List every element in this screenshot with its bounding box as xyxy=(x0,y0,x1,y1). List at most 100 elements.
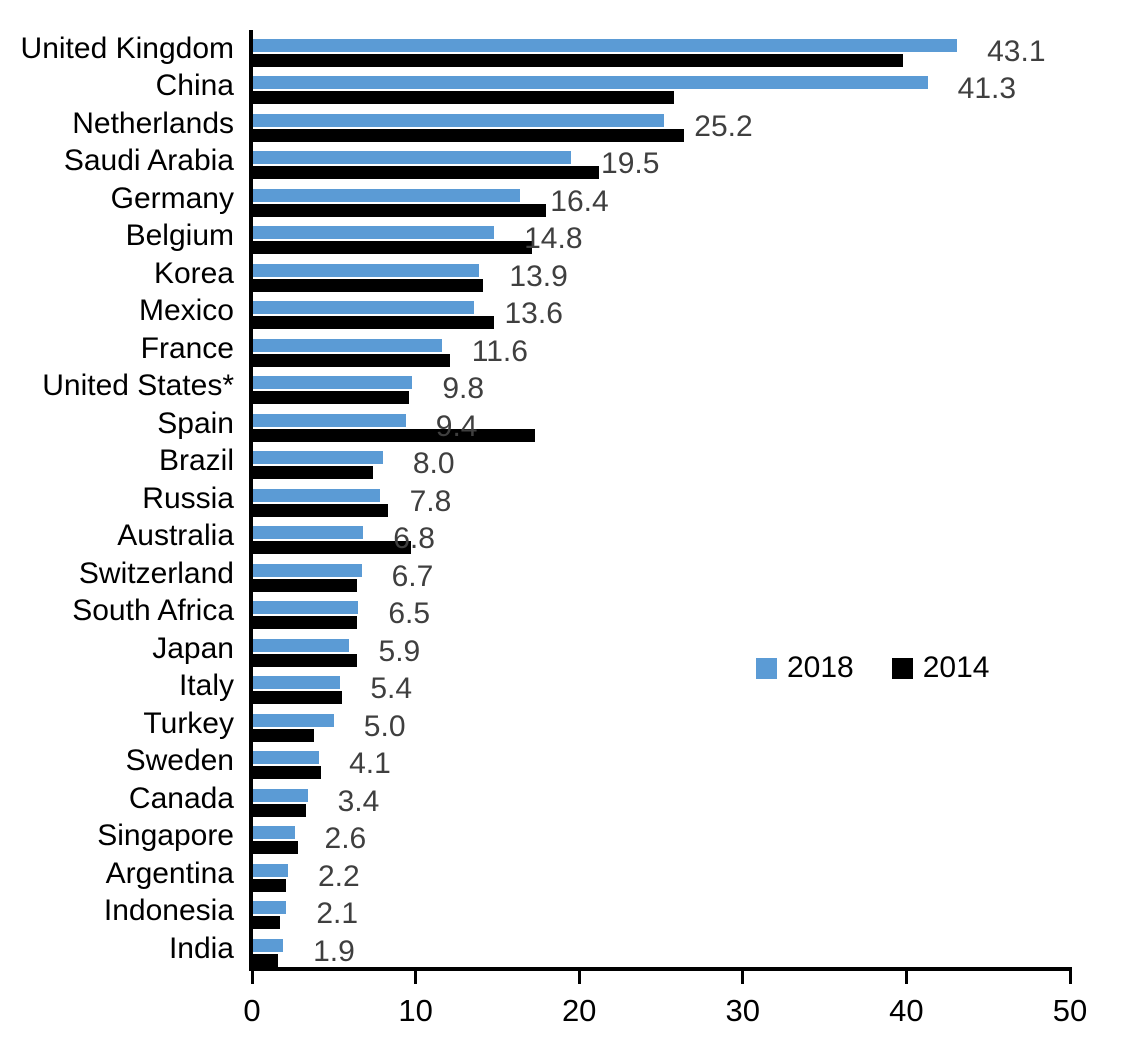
bar-2018-21 xyxy=(252,826,295,840)
bar-2018-2 xyxy=(252,113,665,127)
legend-item-2014: 2014 xyxy=(891,651,990,685)
data-label: 5.9 xyxy=(378,634,421,668)
x-tick-label: 20 xyxy=(561,993,597,1028)
bar-2014-19 xyxy=(252,766,321,780)
bar-2014-21 xyxy=(252,841,298,855)
category-label: India xyxy=(168,931,234,965)
legend: 2018 2014 xyxy=(756,651,990,685)
data-label: 13.9 xyxy=(509,259,568,293)
category-label: Saudi Arabia xyxy=(63,144,234,178)
data-label: 43.1 xyxy=(987,35,1046,68)
bar-2018-17 xyxy=(252,676,341,690)
bar-2014-0 xyxy=(252,54,904,67)
bar-2014-9 xyxy=(252,391,410,405)
bar-2014-12 xyxy=(252,503,388,517)
bar-2014-18 xyxy=(252,728,315,742)
bar-2014-6 xyxy=(252,278,483,292)
x-tick-label: 0 xyxy=(243,993,261,1028)
legend-label-2014: 2014 xyxy=(922,651,990,684)
data-label: 2.6 xyxy=(324,822,367,856)
category-label: Switzerland xyxy=(78,556,234,590)
bar-2014-11 xyxy=(252,466,374,480)
category-label: Canada xyxy=(128,781,234,815)
bar-2014-2 xyxy=(252,128,684,142)
data-label: 9.4 xyxy=(435,409,478,443)
bar-2014-16 xyxy=(252,653,357,667)
category-label: Brazil xyxy=(158,444,234,478)
bar-2018-19 xyxy=(252,751,320,765)
bar-2018-22 xyxy=(252,863,288,877)
legend-swatch-2014 xyxy=(891,657,913,679)
bar-2014-7 xyxy=(252,316,495,330)
x-tick-mark xyxy=(904,971,908,984)
bar-2018-15 xyxy=(252,601,359,615)
category-label: France xyxy=(140,331,234,365)
category-label: Indonesia xyxy=(103,894,234,928)
category-label: China xyxy=(155,69,234,103)
category-label: Netherlands xyxy=(72,106,234,140)
bar-2014-20 xyxy=(252,803,306,817)
data-label: 6.7 xyxy=(391,559,434,593)
bar-2014-4 xyxy=(252,203,547,217)
category-label: Korea xyxy=(153,256,234,290)
bar-2014-10 xyxy=(252,428,536,442)
x-tick-label: 40 xyxy=(889,993,924,1028)
data-label: 9.8 xyxy=(442,372,485,406)
bar-2018-16 xyxy=(252,638,349,652)
x-tick-label: 10 xyxy=(398,993,433,1028)
bar-2014-17 xyxy=(252,691,342,705)
data-label: 2.2 xyxy=(317,859,360,893)
bar-2018-14 xyxy=(252,563,362,577)
bar-2018-5 xyxy=(252,226,495,240)
data-label: 4.1 xyxy=(349,747,391,781)
bar-2014-5 xyxy=(252,241,532,255)
bar-2014-13 xyxy=(252,541,411,555)
bar-2018-12 xyxy=(252,488,380,502)
bar-2018-0 xyxy=(252,39,958,52)
category-label: Italy xyxy=(178,669,234,703)
data-label: 6.5 xyxy=(388,597,431,631)
x-tick-mark xyxy=(741,971,745,984)
x-axis-line xyxy=(249,967,1072,971)
category-label: South Africa xyxy=(72,594,234,628)
legend-label-2018: 2018 xyxy=(787,651,854,684)
bar-2018-9 xyxy=(252,376,413,390)
data-label: 19.5 xyxy=(601,147,660,181)
x-tick-mark xyxy=(414,971,418,984)
category-label: Germany xyxy=(110,181,234,215)
bar-2014-14 xyxy=(252,578,357,592)
data-label: 5.4 xyxy=(370,672,413,706)
category-label: Belgium xyxy=(125,219,234,253)
data-label: 6.8 xyxy=(393,522,435,556)
data-label: 7.8 xyxy=(409,484,452,518)
category-label: United Kingdom xyxy=(20,32,234,65)
x-tick-mark xyxy=(577,971,581,984)
bar-2014-8 xyxy=(252,353,450,367)
bar-2018-13 xyxy=(252,526,364,540)
bar-2014-1 xyxy=(252,91,675,105)
category-label: Argentina xyxy=(105,856,234,890)
category-label: Turkey xyxy=(143,706,234,740)
data-label: 13.6 xyxy=(504,297,563,331)
category-label: Mexico xyxy=(138,294,234,328)
bar-2018-3 xyxy=(252,151,572,165)
y-axis-line xyxy=(249,30,253,971)
x-tick-mark xyxy=(250,971,254,984)
category-label: United States* xyxy=(42,369,234,403)
data-label: 16.4 xyxy=(550,184,609,218)
category-label: Japan xyxy=(152,631,234,665)
x-tick-label: 30 xyxy=(725,993,761,1028)
bar-2014-23 xyxy=(252,916,280,930)
bar-2014-22 xyxy=(252,878,287,892)
data-label: 25.2 xyxy=(694,109,753,143)
bar-2018-24 xyxy=(252,938,284,952)
category-label: Russia xyxy=(142,481,234,515)
x-tick-label: 50 xyxy=(1052,993,1088,1028)
category-label: Sweden xyxy=(125,744,234,778)
bar-2018-4 xyxy=(252,188,521,202)
bar-2014-24 xyxy=(252,953,279,967)
bar-2018-23 xyxy=(252,901,287,915)
bar-2018-7 xyxy=(252,301,475,315)
bar-2018-8 xyxy=(252,338,442,352)
bar-2014-15 xyxy=(252,616,357,630)
